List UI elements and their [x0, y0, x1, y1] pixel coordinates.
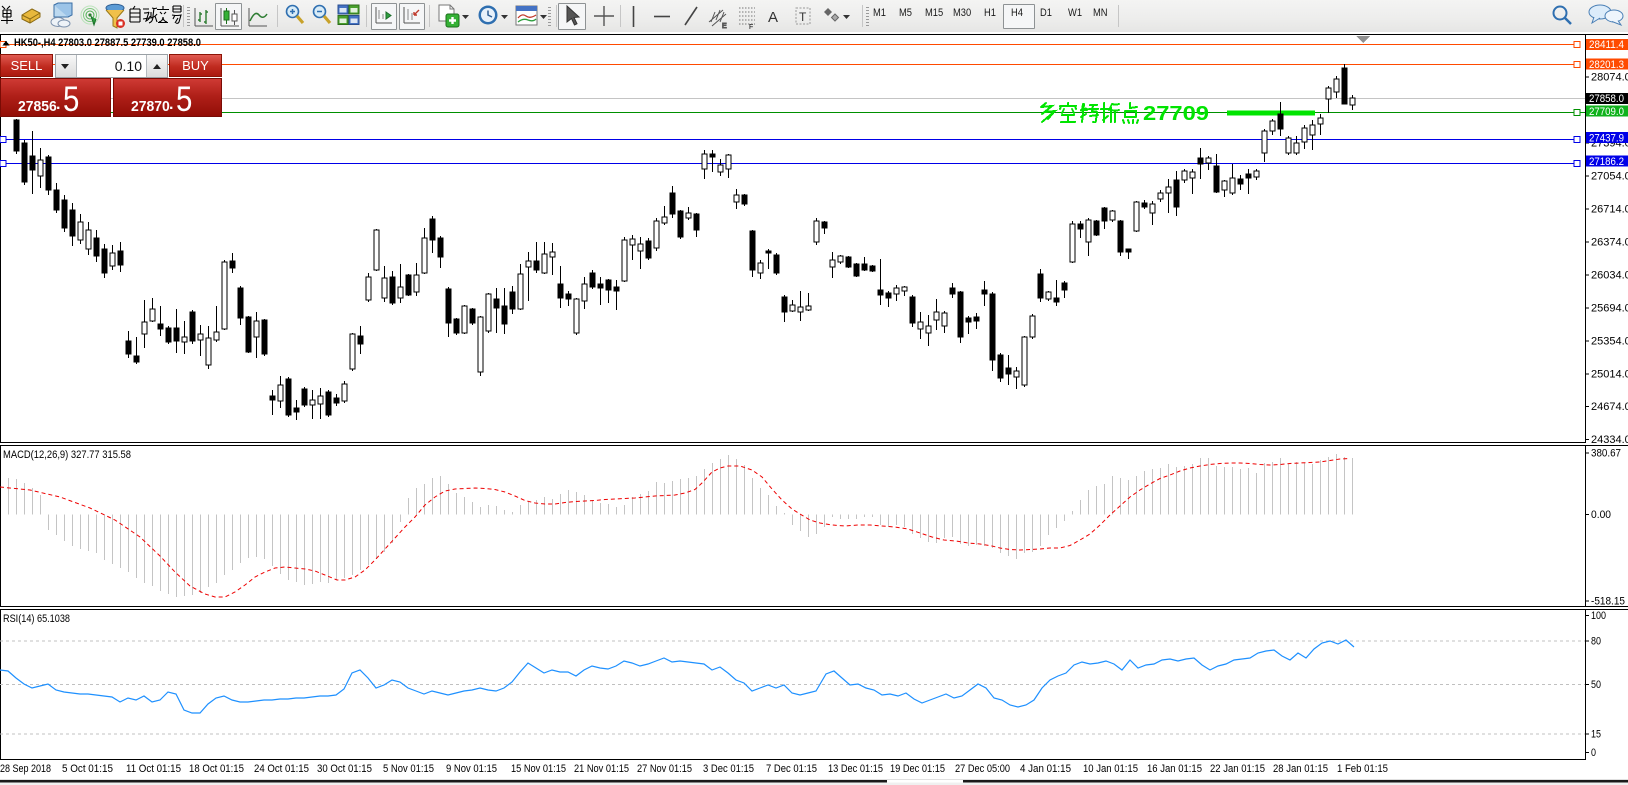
svg-text:F: F — [749, 24, 753, 31]
svg-text:27 Nov 01:15: 27 Nov 01:15 — [637, 763, 692, 775]
svg-text:24674.0: 24674.0 — [1591, 401, 1628, 413]
svg-text:5 Nov 01:15: 5 Nov 01:15 — [383, 763, 434, 775]
svg-text:T: T — [799, 10, 807, 24]
svg-text:27709.0: 27709.0 — [1589, 106, 1624, 118]
svg-text:25354.0: 25354.0 — [1591, 335, 1628, 347]
svg-text:22 Jan 01:15: 22 Jan 01:15 — [1210, 763, 1265, 775]
svg-text:1 Feb 01:15: 1 Feb 01:15 — [1337, 763, 1388, 775]
svg-text:50: 50 — [1591, 679, 1601, 691]
svg-text:24 Oct 01:15: 24 Oct 01:15 — [254, 763, 309, 775]
svg-text:25014.0: 25014.0 — [1591, 368, 1628, 380]
svg-text:7 Dec 01:15: 7 Dec 01:15 — [766, 763, 817, 775]
svg-text:25694.0: 25694.0 — [1591, 302, 1628, 314]
svg-text:3 Dec 01:15: 3 Dec 01:15 — [703, 763, 754, 775]
svg-text:E: E — [722, 23, 727, 30]
svg-text:26714.0: 26714.0 — [1591, 204, 1628, 216]
svg-text:21 Nov 01:15: 21 Nov 01:15 — [574, 763, 629, 775]
svg-text:27186.2: 27186.2 — [1589, 156, 1624, 168]
svg-text:11 Oct 01:15: 11 Oct 01:15 — [126, 763, 181, 775]
svg-text:28 Sep 2018: 28 Sep 2018 — [0, 763, 51, 775]
svg-text:27437.9: 27437.9 — [1589, 132, 1624, 144]
svg-text:16 Jan 01:15: 16 Jan 01:15 — [1147, 763, 1202, 775]
svg-text:-518.15: -518.15 — [1591, 596, 1625, 608]
svg-text:HK50-,H4 27803.0 27887.5 2773: HK50-,H4 27803.0 27887.5 27739.0 27858.0 — [14, 37, 201, 49]
svg-text:27709: 27709 — [1143, 103, 1209, 125]
svg-text:28201.3: 28201.3 — [1589, 59, 1624, 71]
svg-text:28411.4: 28411.4 — [1589, 39, 1624, 51]
svg-text:13 Dec 01:15: 13 Dec 01:15 — [828, 763, 883, 775]
svg-text:9 Nov 01:15: 9 Nov 01:15 — [446, 763, 497, 775]
svg-text:30 Oct 01:15: 30 Oct 01:15 — [317, 763, 372, 775]
svg-text:4 Jan 01:15: 4 Jan 01:15 — [1020, 763, 1071, 775]
svg-text:RSI(14) 65.1038: RSI(14) 65.1038 — [3, 613, 70, 625]
svg-text:A: A — [768, 9, 778, 26]
svg-text:24334.0: 24334.0 — [1591, 434, 1628, 446]
svg-text:18 Oct 01:15: 18 Oct 01:15 — [189, 763, 244, 775]
svg-text:26374.0: 26374.0 — [1591, 236, 1628, 248]
svg-text:0.00: 0.00 — [1591, 509, 1611, 521]
svg-text:28 Jan 01:15: 28 Jan 01:15 — [1273, 763, 1328, 775]
svg-text:15: 15 — [1591, 729, 1601, 741]
svg-text:28074.0: 28074.0 — [1591, 72, 1628, 84]
svg-text:100: 100 — [1591, 610, 1606, 622]
svg-text:80: 80 — [1591, 636, 1601, 648]
svg-text:MACD(12,26,9) 327.77 315.58: MACD(12,26,9) 327.77 315.58 — [3, 449, 131, 461]
svg-text:0: 0 — [1591, 747, 1596, 759]
svg-text:10 Jan 01:15: 10 Jan 01:15 — [1083, 763, 1138, 775]
svg-text:27 Dec 05:00: 27 Dec 05:00 — [955, 763, 1010, 775]
svg-text:19 Dec 01:15: 19 Dec 01:15 — [890, 763, 945, 775]
svg-text:5 Oct 01:15: 5 Oct 01:15 — [62, 763, 113, 775]
svg-text:380.67: 380.67 — [1591, 448, 1621, 460]
svg-text:27054.0: 27054.0 — [1591, 171, 1628, 183]
svg-text:15 Nov 01:15: 15 Nov 01:15 — [511, 763, 566, 775]
svg-text:26034.0: 26034.0 — [1591, 269, 1628, 281]
svg-text:27858.0: 27858.0 — [1589, 93, 1624, 105]
